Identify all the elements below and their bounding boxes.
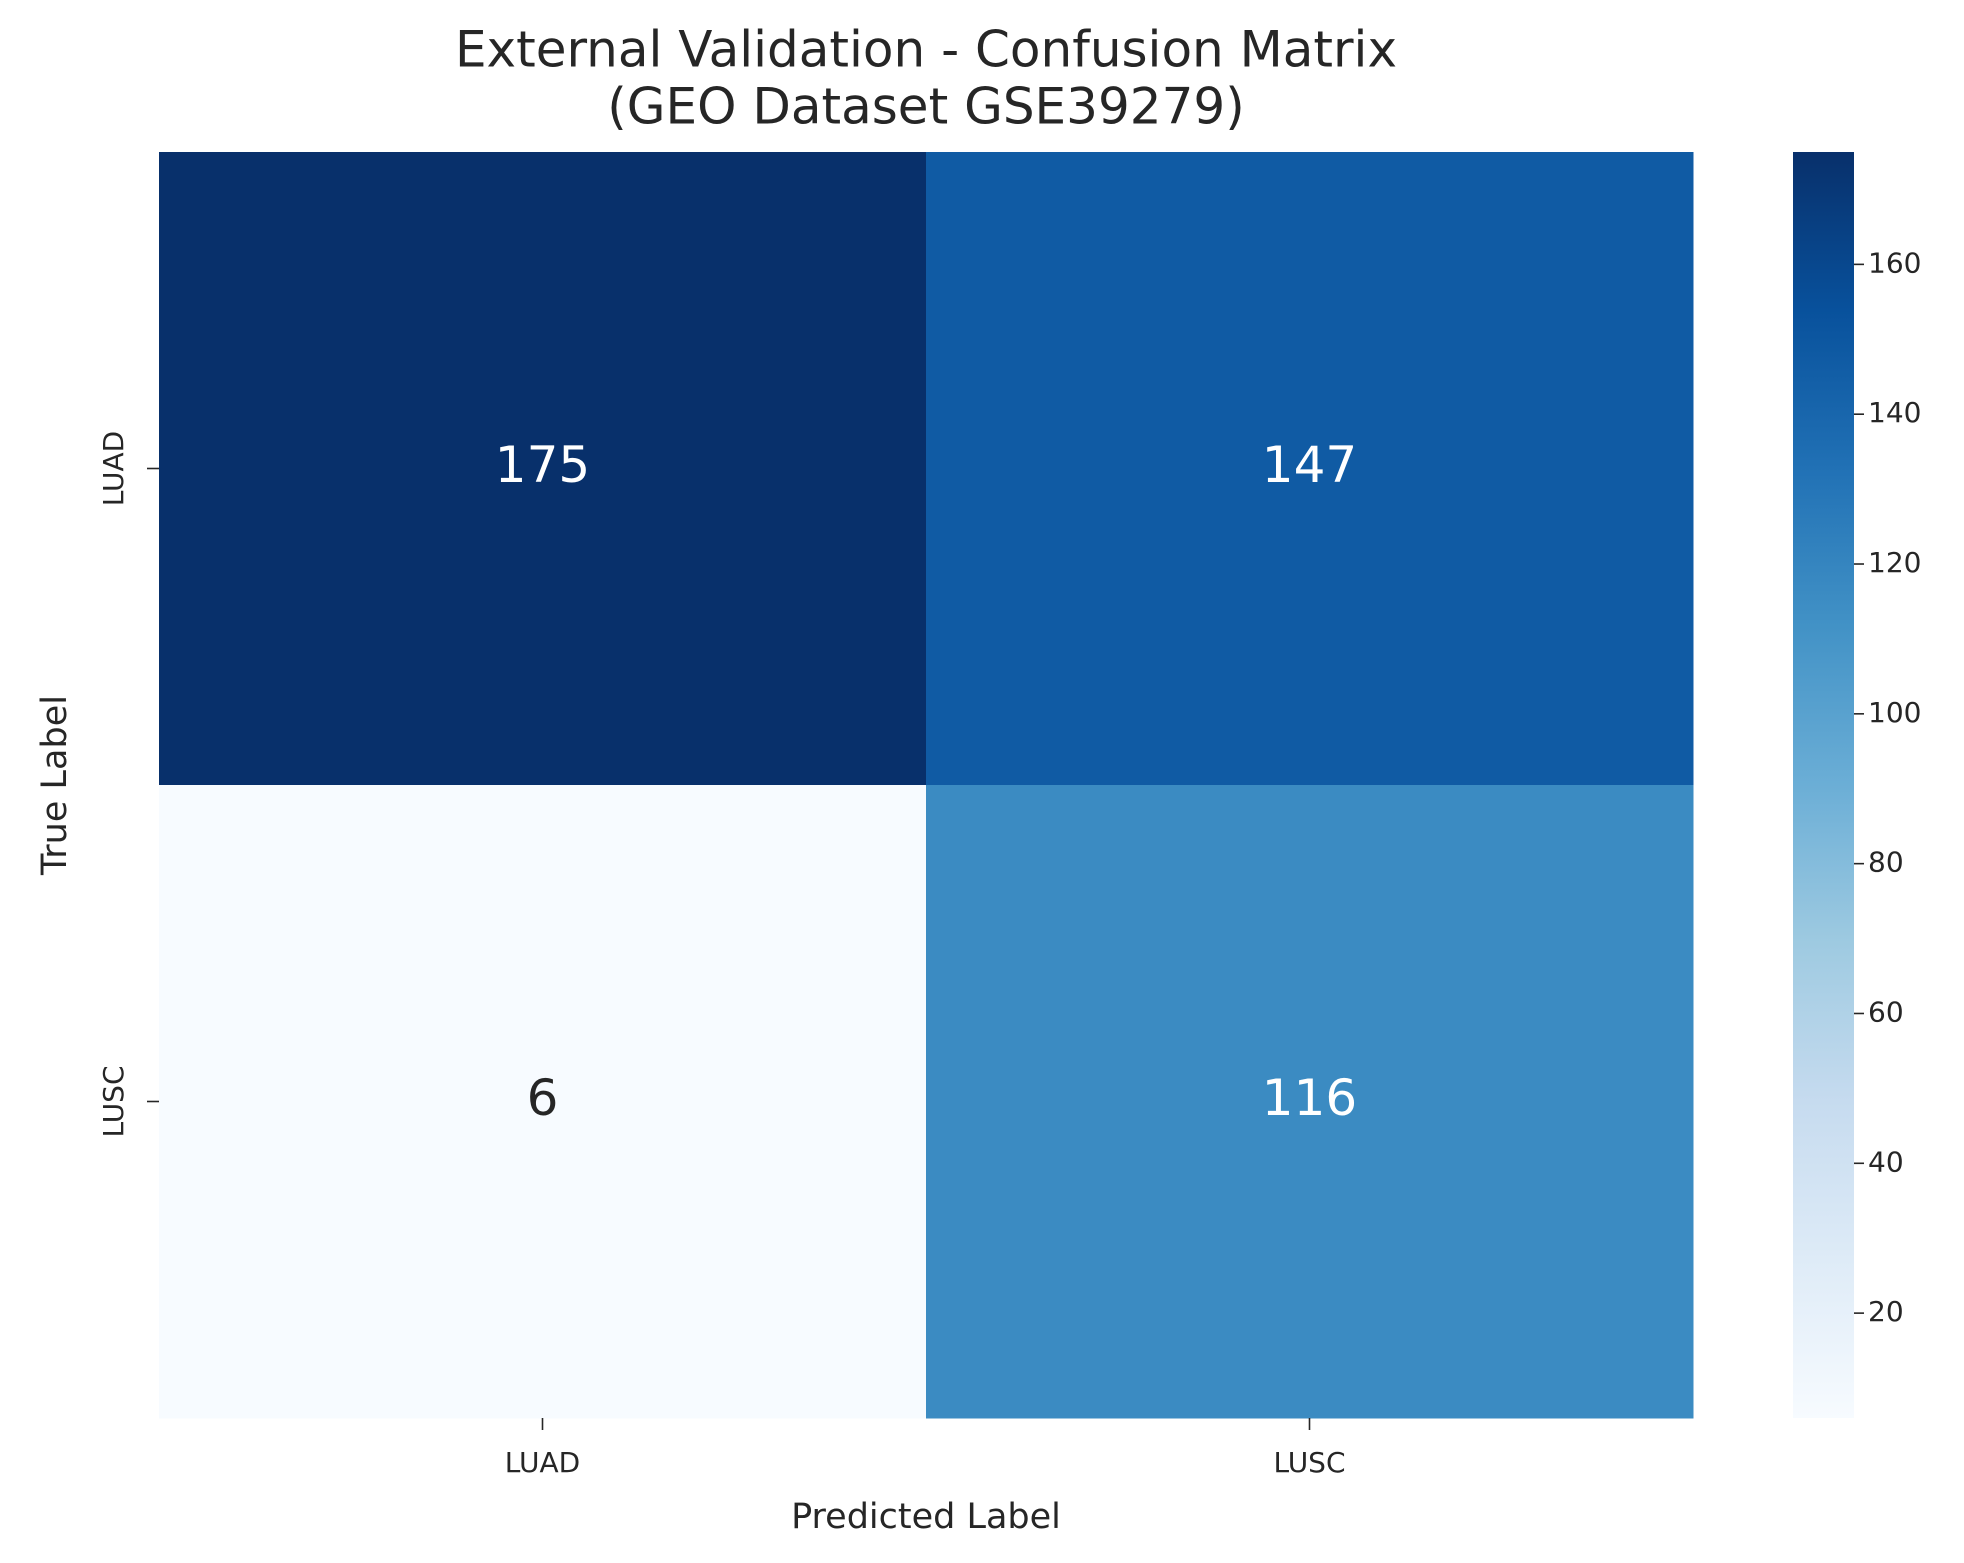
cell-annotation: 116 (1262, 1069, 1357, 1127)
heatmap-cell (926, 152, 1694, 786)
colorbar-tick-label: 140 (1868, 396, 1921, 429)
y-tick-label: LUAD (97, 431, 130, 506)
colorbar-tick-label: 60 (1868, 995, 1904, 1028)
cell-annotation: 147 (1262, 436, 1357, 494)
colorbar-tick-label: 160 (1868, 246, 1921, 279)
chart-title: External Validation - Confusion Matrix (455, 21, 1397, 79)
y-tick-label: LUSC (97, 1065, 130, 1137)
colorbar-tick-label: 100 (1868, 696, 1921, 729)
colorbar-tick-label: 80 (1868, 846, 1904, 879)
x-tick-label: LUSC (1273, 1446, 1345, 1479)
heatmap-cell (159, 152, 927, 786)
heatmap-cell (159, 785, 927, 1419)
colorbar-tick-label: 120 (1868, 546, 1921, 579)
cell-annotation: 6 (527, 1069, 559, 1127)
colorbar (1793, 152, 1854, 1418)
y-axis-label: True Label (35, 695, 75, 876)
colorbar-tick-label: 40 (1868, 1145, 1904, 1178)
colorbar-tick-label: 20 (1868, 1295, 1904, 1328)
x-tick-label: LUAD (505, 1446, 580, 1479)
x-axis-label: Predicted Label (791, 1497, 1061, 1537)
heatmap-cell (926, 785, 1694, 1419)
cell-annotation: 175 (495, 436, 590, 494)
chart-subtitle: (GEO Dataset GSE39279) (607, 78, 1244, 136)
